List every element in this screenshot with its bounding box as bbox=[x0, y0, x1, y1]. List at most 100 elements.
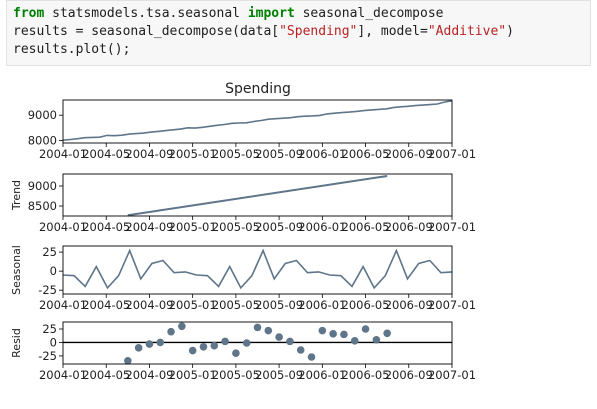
x-tick-label: 2004-05 bbox=[82, 147, 130, 161]
code-line-1: from statsmodels.tsa.seasonal import sea… bbox=[13, 5, 584, 23]
axes-frame bbox=[62, 173, 453, 217]
code-call-end: ) bbox=[506, 24, 514, 39]
subplot-2: Trend 850090002004-012004-052004-092005-0… bbox=[10, 173, 476, 234]
resid-point bbox=[199, 342, 208, 351]
x-tick-label: 2004-05 bbox=[82, 368, 130, 382]
y-tick-label: 25 bbox=[42, 245, 57, 259]
x-tick-label: 2006-01 bbox=[298, 220, 346, 234]
resid-point bbox=[156, 338, 165, 347]
x-tick-label: 2006-05 bbox=[342, 220, 390, 234]
y-tick-label: 8500 bbox=[28, 199, 57, 213]
axes-frame bbox=[62, 245, 453, 295]
x-tick-label: 2006-09 bbox=[385, 220, 433, 234]
y-tick-label: 25 bbox=[42, 322, 57, 336]
keyword-import: import bbox=[247, 6, 295, 21]
module-name: statsmodels.tsa.seasonal bbox=[44, 6, 248, 21]
x-tick-label: 2004-09 bbox=[125, 147, 173, 161]
x-tick-label: 2006-01 bbox=[298, 368, 346, 382]
x-tick-label: 2006-05 bbox=[342, 368, 390, 382]
subplots: 800090002004-012004-052004-092005-012005… bbox=[10, 99, 476, 382]
figure-title: Spending bbox=[225, 81, 291, 97]
resid-point bbox=[340, 330, 348, 339]
y-tick-label: 0 bbox=[50, 264, 57, 278]
axes-frame bbox=[62, 321, 453, 365]
axes-frame bbox=[62, 99, 453, 144]
x-tick-label: 2005-09 bbox=[255, 147, 303, 161]
x-tick-label: 2004-01 bbox=[39, 220, 87, 234]
resid-point bbox=[383, 329, 391, 338]
resid-point bbox=[361, 325, 370, 333]
resid-point bbox=[275, 333, 283, 341]
subplot-1: 800090002004-012004-052004-092005-012005… bbox=[28, 99, 476, 161]
resid-point bbox=[188, 346, 197, 355]
x-tick-label: 2006-09 bbox=[385, 147, 433, 161]
x-tick-label: 2006-09 bbox=[385, 298, 433, 312]
x-tick-label: 2007-01 bbox=[428, 298, 476, 312]
x-tick-label: 2006-05 bbox=[342, 147, 390, 161]
resid-point bbox=[350, 337, 359, 345]
x-tick-label: 2005-01 bbox=[169, 368, 217, 382]
resid-point bbox=[221, 337, 229, 346]
resid-point bbox=[134, 344, 143, 352]
x-tick-label: 2005-01 bbox=[169, 147, 217, 161]
resid-point bbox=[307, 353, 316, 361]
x-tick-label: 2005-01 bbox=[169, 220, 217, 234]
code-line-2: results = seasonal_decompose(data["Spend… bbox=[13, 23, 584, 41]
y-axis-label: Resid bbox=[10, 328, 23, 358]
resid-point bbox=[232, 349, 240, 358]
x-tick-label: 2004-05 bbox=[82, 298, 130, 312]
x-tick-label: 2004-05 bbox=[82, 220, 130, 234]
string-spending: "Spending" bbox=[279, 24, 358, 39]
resid-point bbox=[178, 322, 186, 331]
series-line bbox=[62, 248, 453, 290]
keyword-from: from bbox=[13, 6, 45, 21]
resid-point bbox=[286, 337, 294, 346]
y-tick-label: -25 bbox=[38, 349, 57, 363]
resid-point bbox=[167, 327, 175, 336]
resid-point bbox=[253, 323, 262, 332]
x-tick-label: 2005-05 bbox=[212, 220, 260, 234]
series-line bbox=[62, 100, 453, 141]
code-call-mid: ], model= bbox=[357, 24, 428, 39]
x-tick-label: 2004-01 bbox=[39, 147, 87, 161]
x-tick-label: 2005-05 bbox=[212, 368, 260, 382]
code-line-3: results.plot(); bbox=[13, 42, 131, 57]
x-tick-label: 2005-01 bbox=[169, 298, 217, 312]
x-tick-label: 2004-09 bbox=[125, 220, 173, 234]
x-tick-label: 2004-09 bbox=[125, 298, 173, 312]
code-cell[interactable]: from statsmodels.tsa.seasonal import sea… bbox=[6, 0, 591, 66]
y-tick-label: 8000 bbox=[28, 133, 57, 147]
x-tick-label: 2007-01 bbox=[428, 147, 476, 161]
resid-point bbox=[296, 346, 305, 354]
y-axis-label: Trend bbox=[10, 180, 23, 211]
x-tick-label: 2006-09 bbox=[385, 368, 433, 382]
y-tick-label: 9000 bbox=[28, 108, 57, 122]
x-tick-label: 2006-01 bbox=[298, 298, 346, 312]
x-tick-label: 2005-05 bbox=[212, 147, 260, 161]
code-call-start: results = seasonal_decompose(data[ bbox=[13, 24, 280, 39]
subplot-3: Seasonal -250252004-012004-052004-092005-… bbox=[10, 245, 476, 312]
x-tick-label: 2004-01 bbox=[39, 298, 87, 312]
string-additive: "Additive" bbox=[427, 24, 507, 39]
x-tick-label: 2005-09 bbox=[255, 368, 303, 382]
x-tick-label: 2004-01 bbox=[39, 368, 87, 382]
resid-point bbox=[124, 356, 132, 365]
x-tick-label: 2005-09 bbox=[255, 298, 303, 312]
x-tick-label: 2005-05 bbox=[212, 298, 260, 312]
resid-point bbox=[329, 330, 337, 338]
resid-point bbox=[145, 340, 154, 348]
y-tick-label: -25 bbox=[38, 283, 57, 297]
x-tick-label: 2006-01 bbox=[298, 147, 346, 161]
y-axis-label: Seasonal bbox=[10, 245, 23, 295]
x-tick-label: 2004-09 bbox=[125, 368, 173, 382]
subplot-4: Resid -250252004-012004-052004-092005-012… bbox=[10, 321, 476, 382]
y-tick-label: 0 bbox=[50, 335, 57, 349]
x-tick-label: 2005-09 bbox=[255, 220, 303, 234]
x-tick-label: 2007-01 bbox=[428, 368, 476, 382]
resid-point bbox=[264, 326, 273, 335]
x-tick-label: 2006-05 bbox=[342, 298, 390, 312]
decomposition-figure: Spending 800090002004-012004-052004-0920… bbox=[10, 81, 476, 382]
resid-point bbox=[318, 326, 327, 335]
resid-point bbox=[242, 339, 251, 347]
y-tick-label: 9000 bbox=[28, 179, 57, 193]
